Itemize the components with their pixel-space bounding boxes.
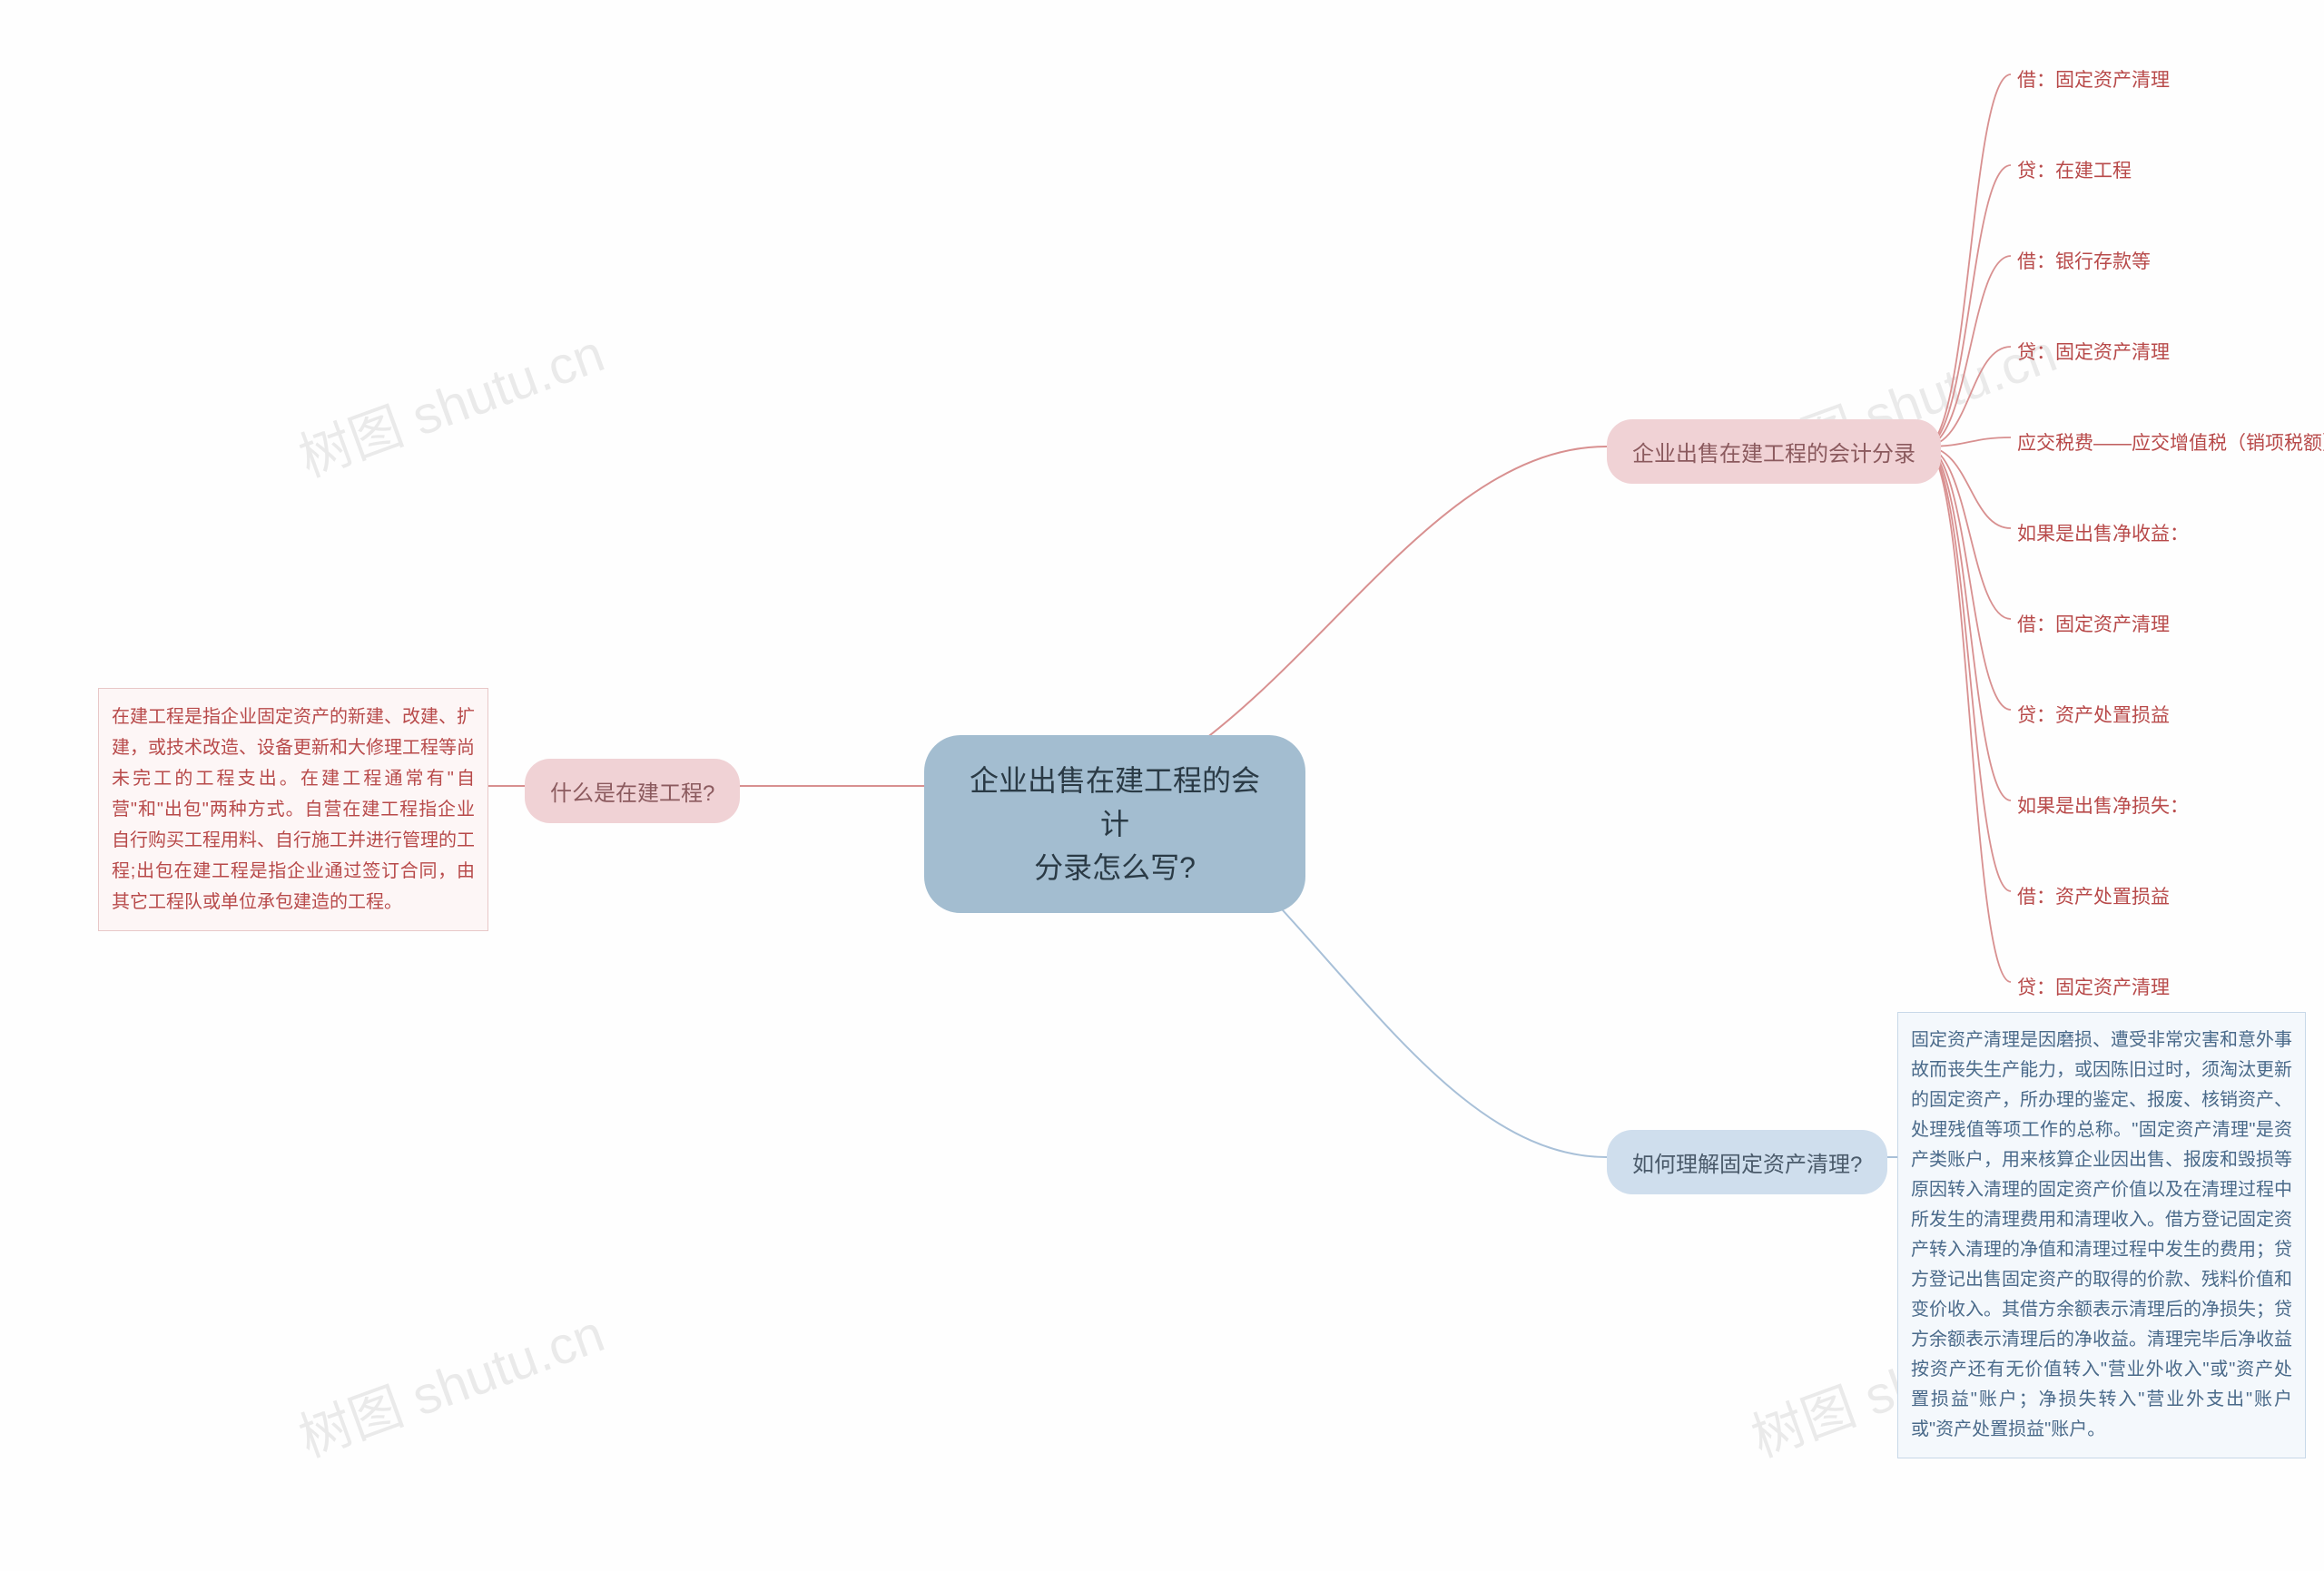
leaf-entry: 如果是出售净收益： [2017,519,2189,546]
leaf-entry: 贷：在建工程 [2017,156,2132,183]
leaf-entry: 借：银行存款等 [2017,247,2151,274]
branch-what-is-cip[interactable]: 什么是在建工程? [525,759,740,823]
leaf-entry: 如果是出售净损失： [2017,791,2189,819]
leaf-text: 贷：固定资产清理 [2017,342,2170,363]
leaf-text: 借：资产处置损益 [2017,887,2170,908]
leaf-text: 贷：在建工程 [2017,161,2132,182]
textbox-what-is-cip: 在建工程是指企业固定资产的新建、改建、扩建，或技术改造、设备更新和大修理工程等尚… [98,688,488,931]
textbox-bottom-text: 固定资产清理是因磨损、遭受非常灾害和意外事故而丧失生产能力，或因陈旧过时，须淘汰… [1911,1030,2292,1439]
leaf-text: 应交税费——应交增值税（销项税额） [2017,433,2324,454]
leaf-text: 如果是出售净损失： [2017,796,2189,817]
leaf-text: 借：固定资产清理 [2017,614,2170,635]
leaf-entry: 应交税费——应交增值税（销项税额） [2017,428,2324,456]
leaf-text: 贷：资产处置损益 [2017,705,2170,726]
watermark: 树图 shutu.cn [287,1291,613,1471]
textbox-fixed-asset-disposal: 固定资产清理是因磨损、遭受非常灾害和意外事故而丧失生产能力，或因陈旧过时，须淘汰… [1897,1012,2306,1458]
branch-top-label: 企业出售在建工程的会计分录 [1632,442,1915,466]
branch-left-label: 什么是在建工程? [550,781,714,806]
leaf-entry: 借：固定资产清理 [2017,65,2170,93]
leaf-text: 如果是出售净收益： [2017,524,2189,545]
leaf-entry: 借：固定资产清理 [2017,610,2170,637]
leaf-entry: 贷：固定资产清理 [2017,338,2170,365]
leaf-entry: 贷：固定资产清理 [2017,973,2170,1000]
leaf-entry: 贷：资产处置损益 [2017,701,2170,728]
leaf-text: 借：银行存款等 [2017,251,2151,272]
root-label: 企业出售在建工程的会计 分录怎么写? [970,764,1260,884]
leaf-text: 贷：固定资产清理 [2017,977,2170,998]
leaf-entry: 借：资产处置损益 [2017,882,2170,909]
watermark: 树图 shutu.cn [287,310,613,491]
branch-fixed-asset-disposal[interactable]: 如何理解固定资产清理? [1607,1130,1887,1194]
root-node[interactable]: 企业出售在建工程的会计 分录怎么写? [924,735,1305,913]
branch-bottom-label: 如何理解固定资产清理? [1632,1153,1862,1177]
leaf-text: 借：固定资产清理 [2017,70,2170,91]
textbox-left-text: 在建工程是指企业固定资产的新建、改建、扩建，或技术改造、设备更新和大修理工程等尚… [112,707,475,912]
branch-journal-entries[interactable]: 企业出售在建工程的会计分录 [1607,419,1941,484]
